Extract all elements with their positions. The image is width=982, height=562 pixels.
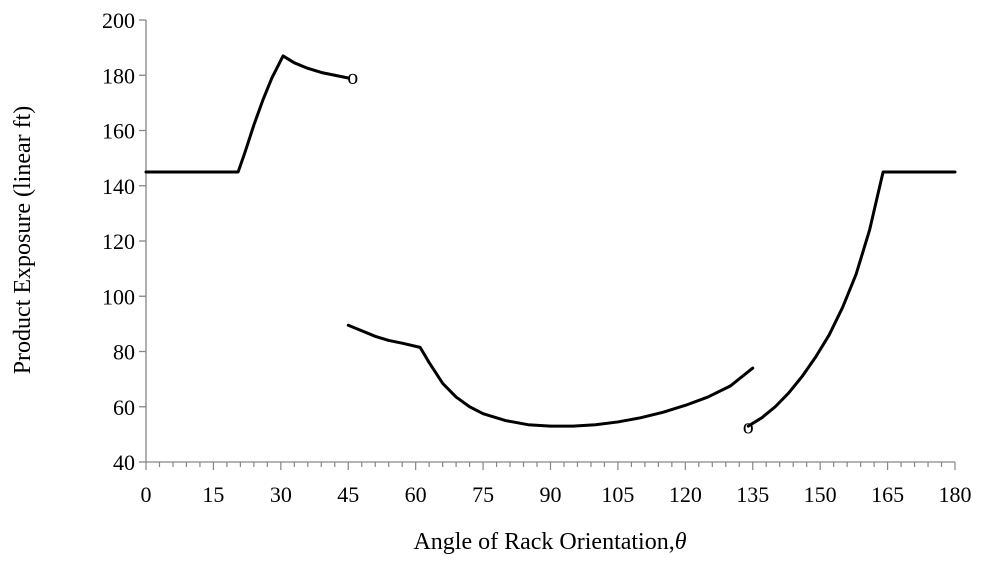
y-tick-label: 60 — [113, 395, 135, 420]
x-axis-title-text: Angle of Rack Orientation, — [413, 529, 674, 555]
y-tick-label: 80 — [113, 340, 135, 365]
open-endpoint-marker-1: o — [347, 64, 358, 89]
x-tick-label: 180 — [939, 482, 972, 507]
x-tick-label: 90 — [540, 482, 562, 507]
tick-marks — [139, 19, 956, 470]
y-tick-label: 40 — [113, 450, 135, 475]
series-line-1 — [144, 54, 350, 174]
y-tick-label: 160 — [102, 119, 135, 144]
x-tick-label: 150 — [804, 482, 837, 507]
x-tick-label: 75 — [472, 482, 494, 507]
open-endpoint-marker-2: o — [743, 413, 754, 438]
x-tick-label: 165 — [871, 482, 904, 507]
series-line-3 — [746, 170, 957, 428]
y-axis-title: Product Exposure (linear ft) — [10, 106, 36, 375]
x-tick-label: 45 — [337, 482, 359, 507]
x-axis-title: Angle of Rack Orientation,θ — [413, 529, 686, 555]
y-tick-label: 100 — [102, 284, 135, 309]
y-tick-label: 120 — [102, 229, 135, 254]
x-tick-label: 135 — [736, 482, 769, 507]
x-tick-label: 60 — [405, 482, 427, 507]
x-tick-label: 15 — [202, 482, 224, 507]
y-tick-label: 200 — [102, 8, 135, 33]
x-tick-label: 0 — [141, 482, 152, 507]
x-tick-label: 30 — [270, 482, 292, 507]
y-tick-label: 140 — [102, 174, 135, 199]
x-axis-title-symbol: θ — [675, 529, 687, 555]
series-lines — [144, 54, 957, 428]
y-tick-label: 180 — [102, 63, 135, 88]
x-tick-label: 120 — [669, 482, 702, 507]
annotations: oo — [347, 64, 754, 438]
tick-labels: 40 60 80 100 120 140 160 180 200 0 15 30 45 60 75 90 105… — [102, 8, 972, 507]
x-tick-label: 105 — [601, 482, 634, 507]
series-line-2 — [346, 323, 755, 428]
